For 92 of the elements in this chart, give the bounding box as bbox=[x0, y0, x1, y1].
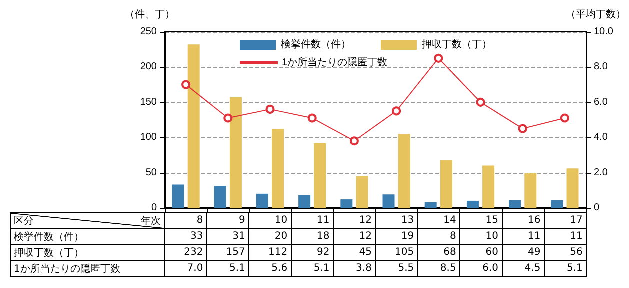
data-label: 10 bbox=[460, 228, 502, 244]
data-label: 7.0 bbox=[164, 260, 207, 276]
bar bbox=[424, 202, 437, 208]
point bbox=[350, 136, 359, 146]
data-label: 19 bbox=[375, 228, 418, 244]
text: 検挙件数（件） bbox=[14, 232, 84, 242]
data-label: 5.6 bbox=[248, 260, 292, 276]
x-tick-label: 15 bbox=[460, 212, 502, 228]
y2-tick-label: 2.0 bbox=[594, 167, 608, 178]
y2-tick-label: 0 bbox=[594, 202, 600, 214]
y2-tick-label: 10.0 bbox=[594, 26, 614, 38]
y-tick-label: 200 bbox=[140, 62, 158, 73]
bar bbox=[482, 166, 495, 208]
data-label: 112 bbox=[248, 244, 292, 260]
data-label: 18 bbox=[291, 228, 334, 244]
data-label: 49 bbox=[502, 244, 544, 260]
y2-axis-title: （平均丁数） bbox=[566, 8, 626, 20]
data-label: 105 bbox=[375, 244, 418, 260]
text: 年次 bbox=[141, 214, 161, 228]
bar bbox=[440, 160, 452, 208]
y-tick-label: 150 bbox=[140, 96, 158, 108]
x-tick-label: 13 bbox=[375, 212, 418, 228]
point bbox=[266, 104, 275, 114]
data-label: 45 bbox=[333, 244, 376, 260]
point bbox=[224, 114, 233, 123]
data-label: 4.5 bbox=[502, 260, 544, 276]
x-tick-label: 12 bbox=[333, 212, 376, 228]
data-label: 56 bbox=[544, 244, 586, 260]
y2-tick-label: 4.0 bbox=[594, 132, 608, 144]
point bbox=[182, 80, 191, 90]
y2-tick-label: 6.0 bbox=[594, 96, 608, 108]
point bbox=[392, 106, 402, 116]
bar bbox=[509, 200, 522, 208]
legend-label: 1か所当たりの隠匿丁数 bbox=[282, 56, 388, 68]
x-tick-label: 8 bbox=[164, 212, 207, 228]
data-label: 11 bbox=[544, 228, 586, 244]
text: 区分 bbox=[14, 214, 34, 228]
point bbox=[434, 54, 444, 63]
legend-label: 検挙件数（件） bbox=[281, 38, 351, 50]
bar bbox=[382, 194, 395, 208]
bar bbox=[566, 168, 579, 208]
bar bbox=[230, 97, 242, 208]
data-label: 20 bbox=[248, 228, 292, 244]
data-label: 6.0 bbox=[460, 260, 502, 276]
point bbox=[308, 114, 317, 123]
data-label: 92 bbox=[291, 244, 334, 260]
bar bbox=[524, 174, 537, 208]
data-label: 12 bbox=[333, 228, 376, 244]
y-axis-title: （件、丁） bbox=[125, 10, 175, 20]
x-tick-label: 14 bbox=[418, 212, 460, 228]
data-label: 5.1 bbox=[206, 260, 249, 276]
data-label: 31 bbox=[206, 228, 249, 244]
bar bbox=[272, 129, 284, 208]
data-label: 5.1 bbox=[544, 260, 586, 276]
data-label: 8.5 bbox=[418, 260, 460, 276]
bar bbox=[256, 194, 268, 208]
x-tick-label: 11 bbox=[291, 212, 334, 228]
x-tick-label: 16 bbox=[502, 212, 544, 228]
bar bbox=[188, 44, 200, 208]
y2-tick-label: 8.0 bbox=[594, 62, 608, 73]
y-tick-label: 50 bbox=[146, 167, 158, 178]
data-label: 60 bbox=[460, 244, 502, 260]
bar bbox=[466, 200, 479, 208]
point bbox=[518, 124, 528, 134]
bar bbox=[356, 176, 368, 208]
data-label: 8 bbox=[418, 228, 460, 244]
data-label: 3.8 bbox=[333, 260, 376, 276]
text: 押収丁数（丁） bbox=[14, 248, 84, 258]
data-label: 232 bbox=[164, 244, 207, 260]
point bbox=[560, 114, 570, 123]
bar bbox=[172, 184, 184, 208]
legend-label: 押収丁数（丁） bbox=[422, 38, 492, 50]
text: 1か所当たりの隠匿丁数 bbox=[14, 264, 120, 274]
bar bbox=[398, 134, 410, 208]
bar bbox=[214, 186, 226, 208]
bar bbox=[340, 200, 353, 208]
data-label: 5.1 bbox=[291, 260, 334, 276]
y-tick-label: 100 bbox=[140, 132, 158, 144]
x-tick-label: 17 bbox=[544, 212, 586, 228]
data-label: 33 bbox=[164, 228, 207, 244]
data-label: 68 bbox=[418, 244, 460, 260]
y-tick-label: 0 bbox=[151, 202, 158, 214]
data-label: 11 bbox=[502, 228, 544, 244]
bar bbox=[298, 195, 311, 208]
bar bbox=[551, 200, 564, 208]
data-label: 157 bbox=[206, 244, 249, 260]
y-tick-label: 250 bbox=[140, 26, 158, 38]
x-tick-label: 9 bbox=[206, 212, 249, 228]
data-label: 5.5 bbox=[375, 260, 418, 276]
x-tick-label: 10 bbox=[248, 212, 292, 228]
point bbox=[476, 98, 486, 107]
bar bbox=[314, 143, 326, 208]
